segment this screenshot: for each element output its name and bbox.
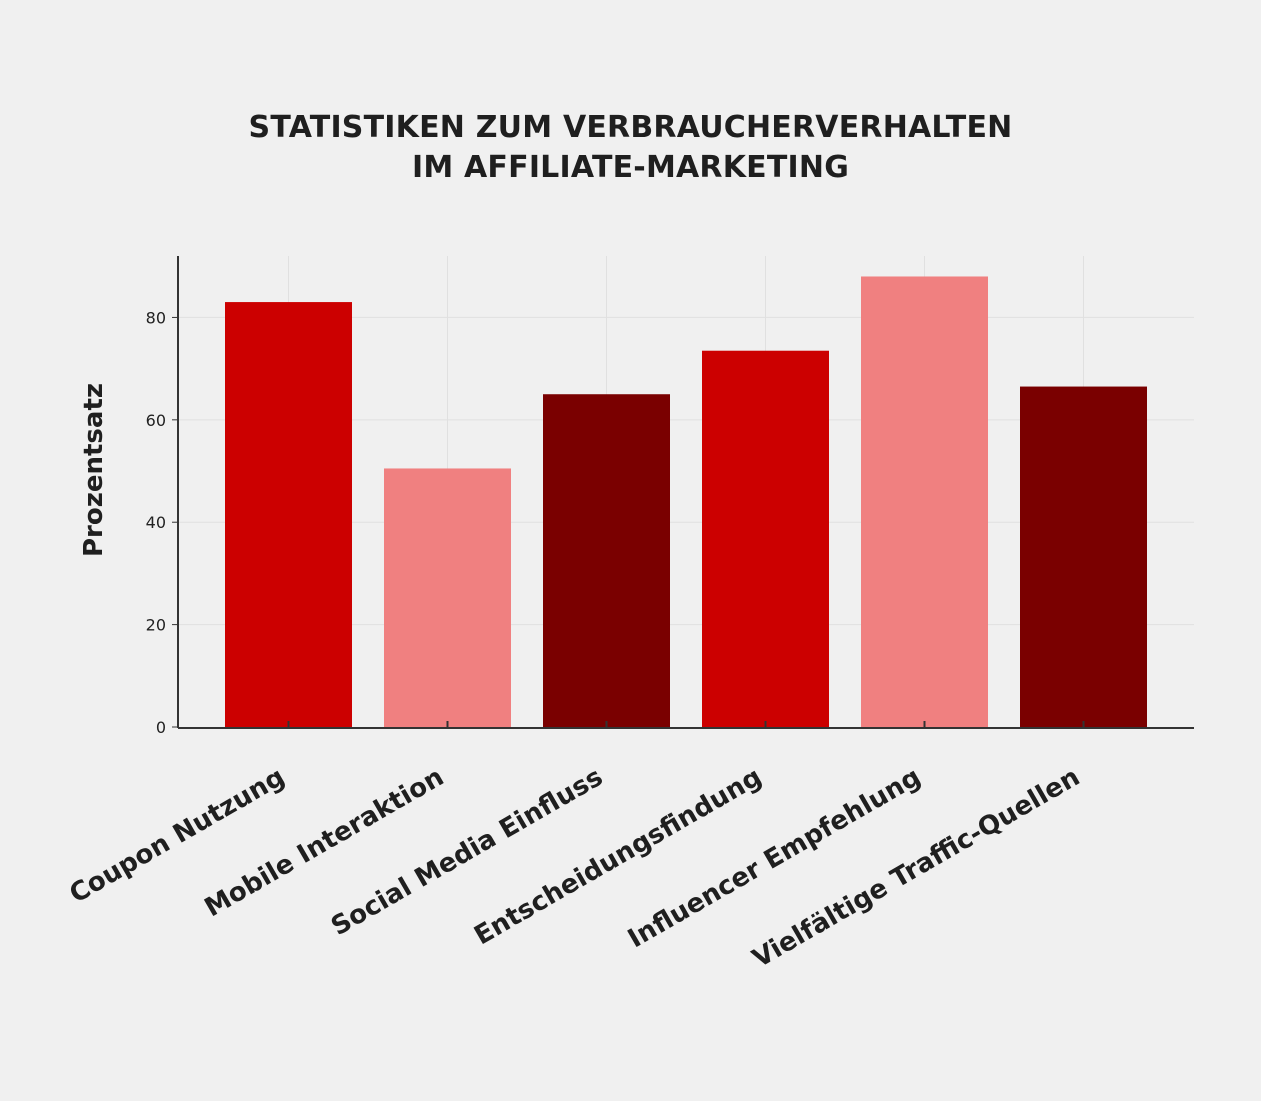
bar [384, 468, 511, 727]
bar [1020, 386, 1147, 727]
axes [172, 256, 1194, 729]
x-tick-label: Influencer Empfehlung [623, 762, 926, 954]
bar [543, 394, 670, 727]
y-tick-label: 20 [146, 616, 166, 635]
chart-title: STATISTIKEN ZUM VERBRAUCHERVERHALTEN IM … [0, 108, 1261, 188]
bar [702, 350, 829, 727]
y-tick-label: 60 [146, 411, 166, 430]
y-tick-label: 40 [146, 513, 166, 532]
y-tick-label: 80 [146, 308, 166, 327]
chart-title-line-2: IM AFFILIATE-MARKETING [411, 150, 850, 185]
x-tick-label: Entscheidungsfindung [469, 762, 767, 951]
x-tick-label: Vielfältige Traffic-Quellen [748, 762, 1085, 974]
x-tick-label: Social Media Einfluss [326, 762, 608, 942]
chart-title-line-1: STATISTIKEN ZUM VERBRAUCHERVERHALTEN [248, 110, 1013, 145]
bar [225, 302, 352, 727]
bars [225, 276, 1147, 727]
bar [861, 276, 988, 727]
y-axis-title: Prozentsatz [79, 383, 109, 557]
y-tick-label: 0 [156, 718, 166, 737]
